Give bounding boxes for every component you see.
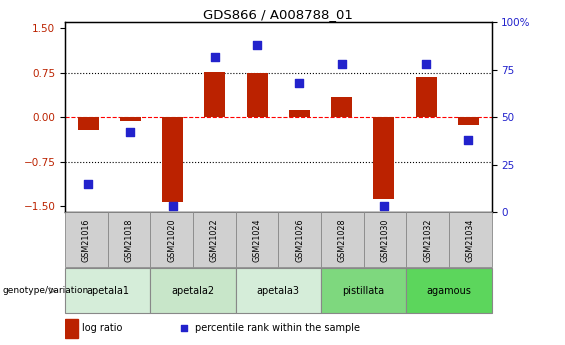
Bar <box>449 212 492 267</box>
Text: GSM21034: GSM21034 <box>466 219 475 262</box>
Point <box>253 42 262 48</box>
Point <box>295 80 304 86</box>
Text: GSM21016: GSM21016 <box>82 219 91 262</box>
Bar <box>120 117 141 121</box>
Text: percentile rank within the sample: percentile rank within the sample <box>195 323 360 333</box>
Title: GDS866 / A008788_01: GDS866 / A008788_01 <box>203 8 353 21</box>
Bar <box>150 212 193 267</box>
Bar <box>193 212 236 267</box>
Bar <box>364 212 406 267</box>
Bar <box>289 110 310 117</box>
Text: apetala2: apetala2 <box>171 286 215 296</box>
Bar <box>77 117 99 130</box>
Bar <box>246 73 268 117</box>
Bar <box>65 319 78 337</box>
Point <box>210 54 219 59</box>
Bar <box>279 212 321 267</box>
Point <box>84 181 93 186</box>
Bar <box>331 97 352 117</box>
Bar <box>406 268 492 313</box>
Point <box>180 325 189 331</box>
Bar <box>406 212 449 267</box>
Text: genotype/variation: genotype/variation <box>3 286 89 295</box>
Point <box>168 204 177 209</box>
Bar <box>373 117 394 199</box>
Bar <box>321 268 406 313</box>
Bar <box>321 212 364 267</box>
Text: GSM21032: GSM21032 <box>423 219 432 262</box>
Bar <box>65 212 108 267</box>
Text: GSM21020: GSM21020 <box>167 219 176 262</box>
Text: GSM21018: GSM21018 <box>124 219 133 262</box>
Point <box>379 204 388 209</box>
Text: GSM21024: GSM21024 <box>253 219 262 262</box>
Text: GSM21030: GSM21030 <box>380 219 389 262</box>
Bar <box>236 212 279 267</box>
Point <box>126 130 135 135</box>
Text: GSM21022: GSM21022 <box>210 219 219 263</box>
Bar <box>205 72 225 117</box>
Text: GSM21028: GSM21028 <box>338 219 347 262</box>
Text: pistillata: pistillata <box>342 286 385 296</box>
Text: agamous: agamous <box>427 286 471 296</box>
Text: apetala3: apetala3 <box>257 286 300 296</box>
Bar <box>415 77 437 117</box>
Bar <box>150 268 236 313</box>
Point <box>464 137 473 143</box>
Bar <box>65 268 150 313</box>
Bar <box>162 117 183 201</box>
Bar <box>107 212 150 267</box>
Point <box>421 61 431 67</box>
Bar <box>458 117 479 125</box>
Text: GSM21026: GSM21026 <box>295 219 304 262</box>
Point <box>337 61 346 67</box>
Text: log ratio: log ratio <box>82 323 123 333</box>
Bar <box>236 268 321 313</box>
Text: apetala1: apetala1 <box>86 286 129 296</box>
